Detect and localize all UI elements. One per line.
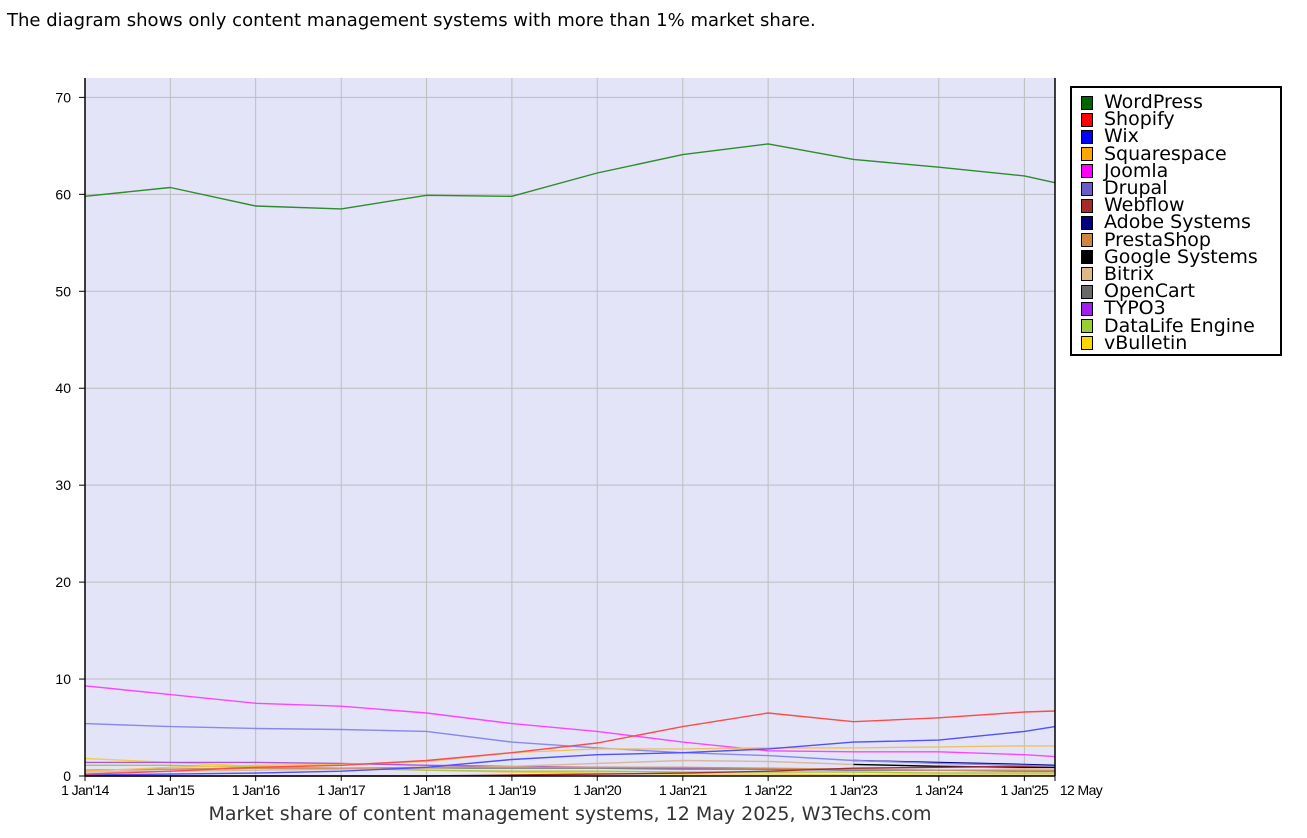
x-tick-label: 1 Jan'20 xyxy=(573,782,622,798)
series-line-squarespace xyxy=(84,745,1055,772)
y-tick-label: 50 xyxy=(55,283,71,299)
x-tick-label: 1 Jan'23 xyxy=(830,782,879,798)
series-line-drupal xyxy=(84,722,1056,767)
x-tick-label: 1 Jan'14 xyxy=(61,782,110,798)
legend-item-google-systems: Google Systems xyxy=(1081,245,1280,268)
legend-label: WordPress xyxy=(1104,91,1203,114)
x-tick-label: 1 Jan'16 xyxy=(232,782,281,798)
legend-label: Bitrix xyxy=(1104,262,1155,285)
y-tick-label: 0 xyxy=(63,768,71,784)
x-tick-label: 12 May xyxy=(1060,782,1103,798)
legend-label: PrestaShop xyxy=(1104,228,1211,251)
x-tick-label: 1 Jan'25 xyxy=(1001,782,1050,798)
legend-swatch xyxy=(1081,233,1093,248)
y-tick-labels: 0 10 20 30 40 50 60 70 xyxy=(55,89,71,784)
chart-caption: Market share of content management syste… xyxy=(208,803,932,825)
legend-swatch xyxy=(1081,319,1093,334)
legend-swatch xyxy=(1081,250,1093,265)
intro-text: The diagram shows only content managemen… xyxy=(7,10,816,31)
x-tick-label: 1 Jan'17 xyxy=(317,782,366,798)
legend-label: vBulletin xyxy=(1104,331,1188,354)
legend-swatch xyxy=(1081,284,1093,299)
legend-swatch xyxy=(1081,267,1093,282)
legend-swatch xyxy=(1081,198,1093,213)
legend-label: Webflow xyxy=(1104,194,1185,217)
series-line-joomla xyxy=(84,685,1056,758)
legend-item-bitrix: Bitrix xyxy=(1081,262,1280,285)
x-tick-label: 1 Jan'21 xyxy=(659,782,708,798)
legend-item-squarespace: Squarespace xyxy=(1081,142,1280,165)
legend-swatch xyxy=(1081,95,1093,110)
legend-item-typo3: TYPO3 xyxy=(1081,297,1280,320)
y-tick-label: 40 xyxy=(55,380,71,396)
legend-swatch xyxy=(1081,336,1093,351)
legend-label: DataLife Engine xyxy=(1104,314,1255,337)
x-tick-label: 1 Jan'15 xyxy=(146,782,195,798)
legend-label: OpenCart xyxy=(1104,280,1195,303)
legend-item-vbulletin: vBulletin xyxy=(1081,331,1280,354)
legend-swatch xyxy=(1081,164,1093,179)
series-line-prestashop xyxy=(84,766,1055,771)
y-tick-label: 30 xyxy=(55,477,71,493)
axes xyxy=(79,78,1056,781)
series-line-wix xyxy=(84,725,1056,776)
series-line-wordpress xyxy=(84,143,1056,210)
legend-item-webflow: Webflow xyxy=(1081,194,1280,217)
series-lines xyxy=(84,143,1056,777)
legend-item-datalife-engine: DataLife Engine xyxy=(1081,314,1280,337)
legend-swatch xyxy=(1081,215,1093,230)
y-tick-label: 60 xyxy=(55,186,71,202)
x-tick-label: 1 Jan'22 xyxy=(744,782,793,798)
chart-legend: WordPress Shopify Wix Squarespace Joomla Drup… xyxy=(1070,86,1282,356)
y-tick-label: 20 xyxy=(55,574,71,590)
x-tick-labels: 1 Jan'14 1 Jan'15 1 Jan'16 1 Jan'17 1 Jan'18… xyxy=(61,782,1103,798)
legend-label: Joomla xyxy=(1104,159,1169,182)
legend-item-wordpress: WordPress xyxy=(1081,91,1280,114)
legend-label: Google Systems xyxy=(1104,245,1258,268)
legend-item-prestashop: PrestaShop xyxy=(1081,228,1280,251)
x-tick-label: 1 Jan'19 xyxy=(488,782,537,798)
legend-label: Shopify xyxy=(1104,108,1175,131)
legend-item-shopify: Shopify xyxy=(1081,108,1280,131)
y-tick-label: 70 xyxy=(55,89,71,105)
series-line-vbulletin xyxy=(84,757,1055,776)
legend-item-wix: Wix xyxy=(1081,125,1280,148)
grid-lines xyxy=(85,78,1055,776)
plot-area xyxy=(85,78,1055,776)
legend-item-joomla: Joomla xyxy=(1081,159,1280,182)
legend-label: TYPO3 xyxy=(1104,297,1166,320)
legend-item-adobe-systems: Adobe Systems xyxy=(1081,211,1280,234)
legend-swatch xyxy=(1081,301,1093,316)
x-tick-label: 1 Jan'18 xyxy=(403,782,452,798)
y-tick-label: 10 xyxy=(55,671,71,687)
legend-swatch xyxy=(1081,129,1093,144)
legend-swatch xyxy=(1081,112,1093,127)
legend-swatch xyxy=(1081,147,1093,162)
legend-item-opencart: OpenCart xyxy=(1081,280,1280,303)
legend-label: Adobe Systems xyxy=(1104,211,1251,234)
legend-label: Squarespace xyxy=(1104,142,1227,165)
series-line-shopify xyxy=(84,710,1056,775)
legend-swatch xyxy=(1081,181,1093,196)
legend-label: Drupal xyxy=(1104,177,1168,200)
legend-item-drupal: Drupal xyxy=(1081,177,1280,200)
x-tick-label: 1 Jan'24 xyxy=(915,782,964,798)
legend-label: Wix xyxy=(1104,125,1139,148)
